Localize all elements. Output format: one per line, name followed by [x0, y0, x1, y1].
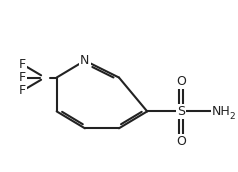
Text: NH: NH [212, 105, 231, 118]
Text: N: N [80, 54, 89, 67]
Text: F: F [19, 71, 26, 84]
Text: 2: 2 [229, 112, 235, 121]
Text: F: F [19, 58, 26, 71]
Text: F: F [19, 84, 26, 97]
Text: O: O [176, 135, 186, 148]
Text: S: S [177, 105, 185, 118]
Text: O: O [176, 75, 186, 88]
